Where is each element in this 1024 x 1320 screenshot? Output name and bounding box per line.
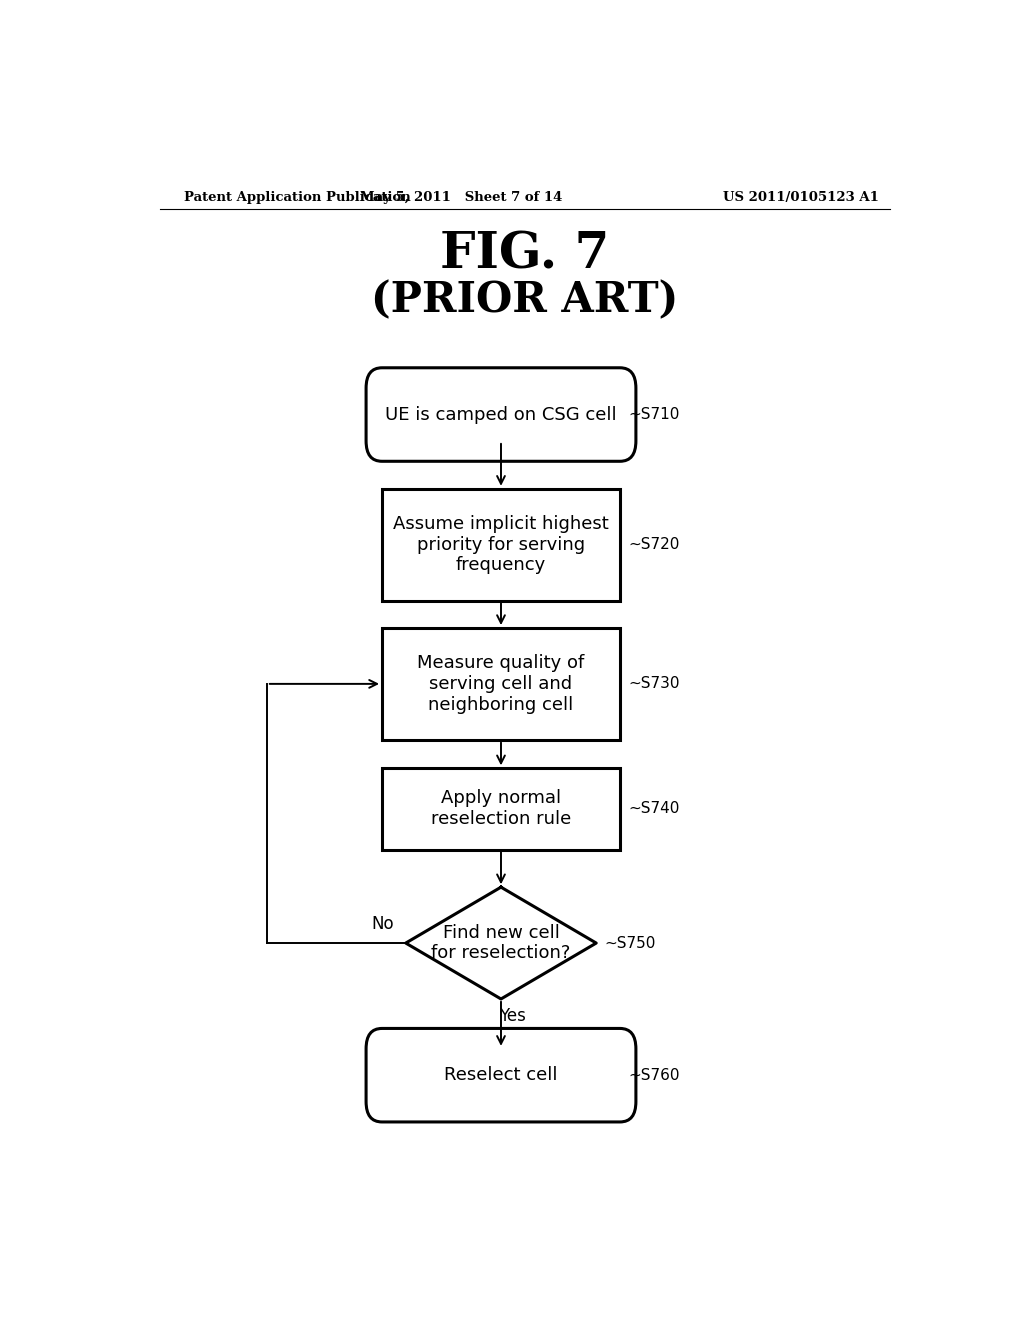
Text: Apply normal
reselection rule: Apply normal reselection rule bbox=[431, 789, 571, 828]
Text: (PRIOR ART): (PRIOR ART) bbox=[371, 280, 679, 322]
Text: Yes: Yes bbox=[500, 1007, 526, 1026]
Text: Find new cell
for reselection?: Find new cell for reselection? bbox=[431, 924, 570, 962]
Text: May 5, 2011   Sheet 7 of 14: May 5, 2011 Sheet 7 of 14 bbox=[360, 190, 562, 203]
Text: Assume implicit highest
priority for serving
frequency: Assume implicit highest priority for ser… bbox=[393, 515, 609, 574]
FancyBboxPatch shape bbox=[382, 488, 620, 601]
Text: US 2011/0105123 A1: US 2011/0105123 A1 bbox=[723, 190, 879, 203]
Text: Patent Application Publication: Patent Application Publication bbox=[183, 190, 411, 203]
Text: FIG. 7: FIG. 7 bbox=[440, 231, 609, 280]
Text: ∼S740: ∼S740 bbox=[628, 801, 679, 816]
Text: Reselect cell: Reselect cell bbox=[444, 1067, 558, 1084]
Text: No: No bbox=[372, 915, 394, 933]
Text: UE is camped on CSG cell: UE is camped on CSG cell bbox=[385, 405, 616, 424]
FancyBboxPatch shape bbox=[382, 768, 620, 850]
Text: ∼S730: ∼S730 bbox=[628, 676, 680, 692]
Text: ∼S710: ∼S710 bbox=[628, 407, 679, 422]
Text: ∼S760: ∼S760 bbox=[628, 1068, 680, 1082]
FancyBboxPatch shape bbox=[366, 1028, 636, 1122]
Text: Measure quality of
serving cell and
neighboring cell: Measure quality of serving cell and neig… bbox=[418, 655, 585, 714]
FancyBboxPatch shape bbox=[382, 628, 620, 739]
Text: ∼S750: ∼S750 bbox=[604, 936, 655, 950]
Text: ∼S720: ∼S720 bbox=[628, 537, 679, 552]
FancyBboxPatch shape bbox=[366, 368, 636, 461]
Polygon shape bbox=[406, 887, 596, 999]
